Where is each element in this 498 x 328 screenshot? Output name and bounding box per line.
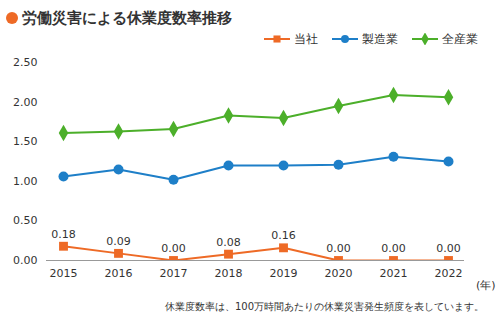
svg-text:0.00: 0.00 [13,254,38,267]
svg-text:0.16: 0.16 [271,229,296,242]
svg-text:0.09: 0.09 [106,235,131,248]
svg-text:2.50: 2.50 [13,56,38,69]
html-text:全産業: 全産業 [442,31,478,46]
svg-text:0.00: 0.00 [161,242,186,255]
html-text:労働災害による休業度数率推移: 労働災害による休業度数率推移 [22,8,232,27]
svg-text:2018: 2018 [215,267,243,280]
html-text:当社: 当社 [294,31,318,46]
svg-text:2022: 2022 [435,267,463,280]
svg-text:2015: 2015 [50,267,78,280]
html-text:製造業: 製造業 [362,31,398,46]
svg-text:2.00: 2.00 [13,96,38,109]
svg-text:2021: 2021 [380,267,408,280]
svg-text:2020: 2020 [325,267,353,280]
svg-text:2016: 2016 [105,267,133,280]
svg-text:0.18: 0.18 [51,228,76,241]
svg-text:0.50: 0.50 [13,214,38,227]
svg-text:0.00: 0.00 [326,242,351,255]
html-text:休業度数率は、100万時間あたりの休業災害発生頻度を表してい: 休業度数率は、100万時間あたりの休業災害発生頻度を表しています。 [164,301,484,312]
svg-text:2017: 2017 [160,267,188,280]
svg-text:(年): (年) [476,279,496,292]
svg-text:1.00: 1.00 [13,175,38,188]
svg-text:0.00: 0.00 [381,242,406,255]
svg-text:0.08: 0.08 [216,236,241,249]
svg-text:2019: 2019 [270,267,298,280]
svg-text:1.50: 1.50 [13,135,38,148]
svg-text:0.00: 0.00 [436,242,461,255]
